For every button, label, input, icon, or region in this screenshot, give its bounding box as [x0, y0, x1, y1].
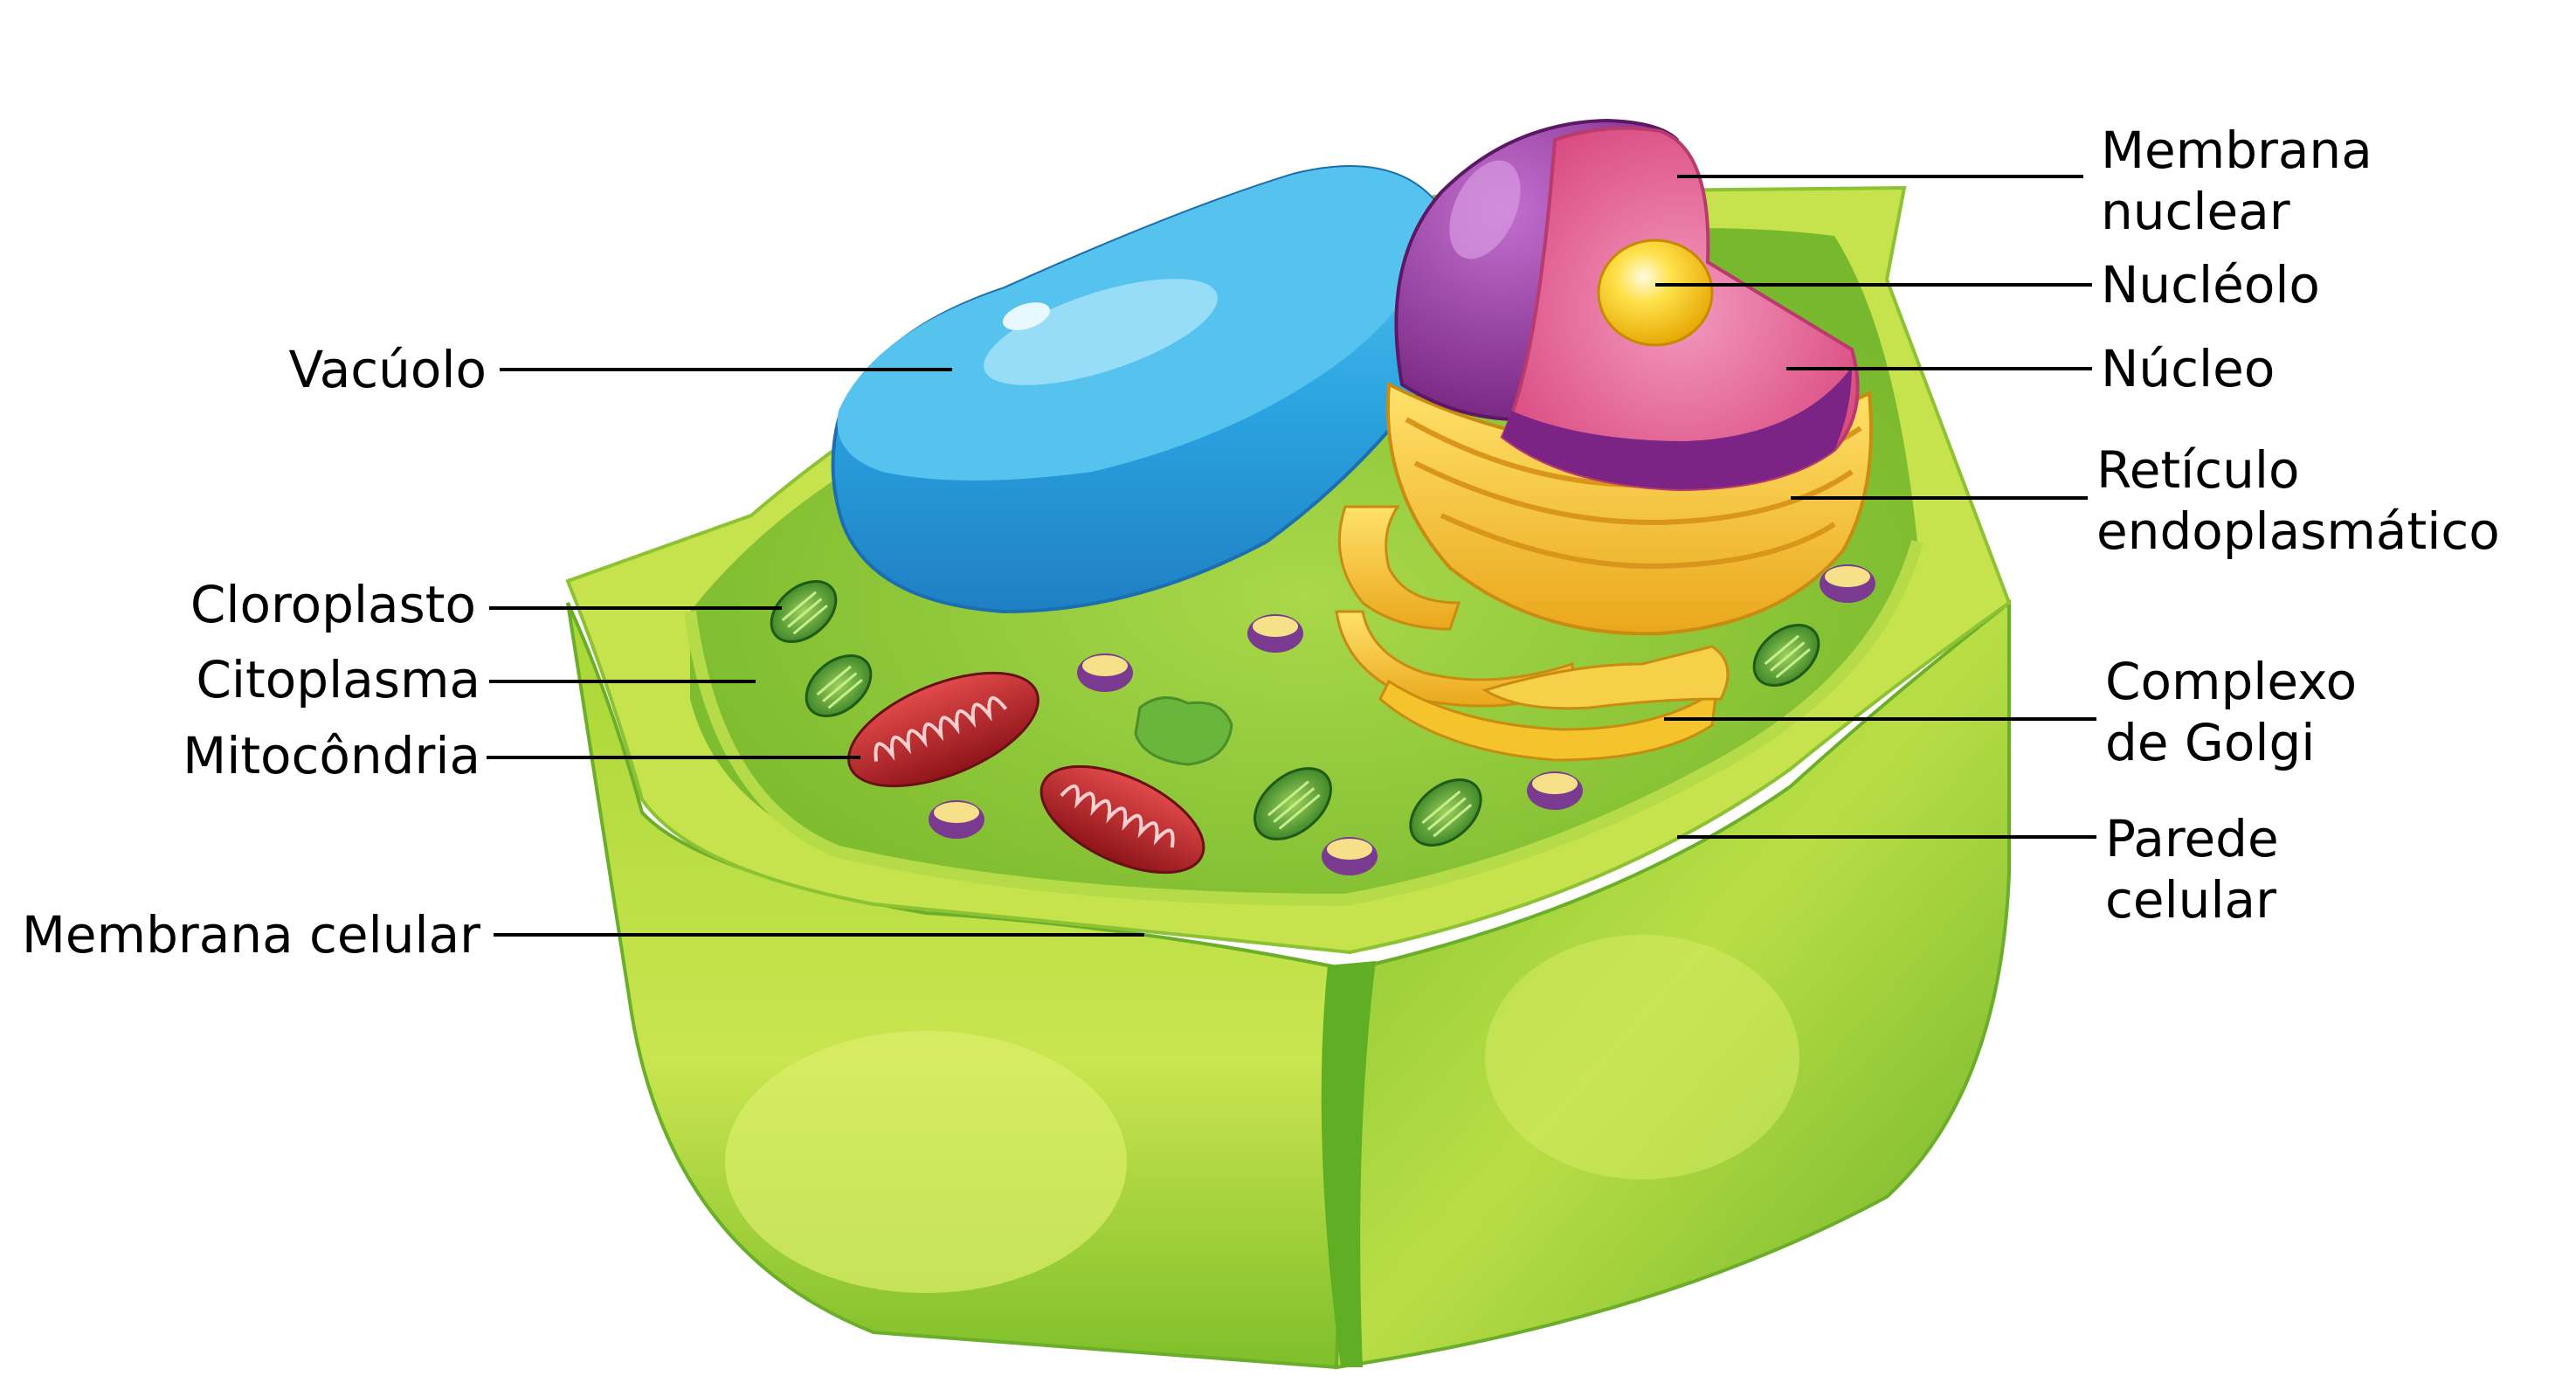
label-golgi-line1: Complexo [2105, 652, 2357, 711]
mitochondrion-cristae [874, 696, 1007, 762]
golgi-stack-4 [1481, 645, 1730, 710]
leader-lines [487, 175, 2096, 937]
vesicle [1820, 564, 1875, 603]
label-mitocondria: Mitocôndria [183, 726, 480, 785]
cell-wall-seam [1321, 961, 1376, 1367]
vesicles [929, 564, 1875, 875]
nucleus-highlight [1449, 160, 1521, 259]
label-reticulo-line1: Retículo [2096, 440, 2299, 500]
label-nucleo: Núcleo [2101, 339, 2275, 398]
label-nucleolo: Nucléolo [2101, 255, 2320, 315]
vesicle [929, 800, 984, 839]
labels: Vacúolo Cloroplasto Citoplasma Mitocôndr… [22, 121, 2500, 965]
mitochondrion-cristae [1060, 784, 1175, 848]
label-citoplasma: Citoplasma [196, 650, 480, 709]
chloroplast [805, 654, 873, 717]
nucleolus [1597, 239, 1714, 347]
vacuole [831, 165, 1463, 614]
golgi-apparatus [1335, 505, 1730, 762]
mitochondrion-1 [847, 671, 1039, 788]
label-membrana-nuclear-line2: nuclear [2101, 182, 2290, 241]
nucleus-cut-face [1502, 367, 1852, 489]
label-membrana-celular: Membrana celular [22, 905, 480, 965]
vesicle [1247, 614, 1303, 653]
label-parede-line2: celular [2105, 870, 2276, 930]
vesicle [1077, 653, 1133, 692]
label-golgi-line2: de Golgi [2105, 713, 2315, 772]
vesicle [1527, 771, 1583, 810]
chloroplast [1752, 624, 1820, 687]
chloroplasts [770, 580, 1820, 847]
mitochondrion-2 [1039, 764, 1205, 875]
wall-highlight-left [725, 1031, 1127, 1293]
mitochondrion-body [1039, 764, 1205, 875]
label-reticulo-line2: endoplasmático [2096, 501, 2500, 561]
green-vesicle [1134, 696, 1233, 766]
vacuole-highlight [984, 279, 1218, 385]
label-cloroplasto: Cloroplasto [190, 575, 476, 634]
label-parede-line1: Parede [2105, 809, 2279, 868]
golgi-stack-1 [1337, 505, 1461, 631]
label-vacuolo: Vacúolo [289, 340, 487, 399]
nucleus [1394, 118, 1860, 492]
chloroplast [1409, 778, 1482, 847]
chloroplast [1253, 767, 1332, 840]
vacuole-highlight-small [1003, 302, 1050, 330]
label-membrana-nuclear-line1: Membrana [2101, 121, 2372, 180]
vesicle [1322, 837, 1378, 875]
wall-highlight-right [1485, 935, 1799, 1179]
chloroplast [770, 580, 838, 643]
